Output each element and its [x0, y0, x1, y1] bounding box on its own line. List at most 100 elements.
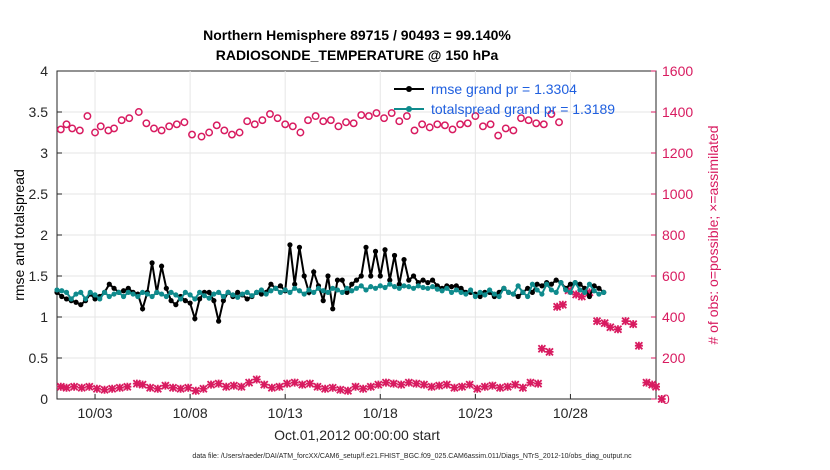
- y-left-tick-label: 2: [40, 227, 48, 243]
- legend-rmse-label: rmse grand pr = 1.3304: [431, 81, 577, 97]
- totalspread-point: [178, 296, 184, 302]
- legend-rmse-marker: [406, 86, 412, 92]
- rmse-point: [410, 273, 417, 279]
- y-right-tick-label: 1200: [662, 145, 693, 161]
- totalspread-point: [201, 293, 207, 299]
- rmse-point: [277, 283, 284, 289]
- obs-possible-point: [296, 128, 305, 137]
- obs-assimilated-point: [419, 380, 429, 389]
- y-left-tick-label: 3.5: [29, 104, 49, 120]
- rmse-point: [548, 281, 555, 287]
- y-right-tick-label: 200: [662, 350, 686, 366]
- totalspread-point: [558, 279, 564, 286]
- totalspread-point: [301, 291, 307, 297]
- rmse-point: [525, 285, 531, 291]
- obs-possible-point: [539, 120, 548, 129]
- obs-assimilated-point: [629, 320, 638, 329]
- totalspread-point: [106, 293, 112, 300]
- y-left-tick-label: 3: [40, 145, 48, 161]
- obs-assimilated-point: [651, 382, 661, 391]
- obs-possible-point: [134, 108, 143, 116]
- totalspread-point: [458, 289, 464, 295]
- obs-possible-point: [205, 128, 214, 137]
- y-left-tick-label: 4: [40, 63, 48, 79]
- totalspread-point: [372, 285, 379, 291]
- obs-possible-point: [425, 123, 434, 132]
- totalspread-point: [225, 289, 231, 295]
- obs-possible-point: [243, 117, 252, 126]
- totalspread-point: [510, 291, 516, 297]
- x-tick-label: 10/28: [553, 405, 588, 421]
- totalspread-point: [382, 284, 388, 291]
- obs-possible-point: [372, 109, 381, 117]
- obs-possible-point: [157, 126, 166, 135]
- y-right-tick-label: 1400: [662, 104, 693, 120]
- obs-assimilated-point: [389, 379, 398, 388]
- totalspread-point: [254, 289, 260, 295]
- obs-possible-point: [471, 112, 480, 121]
- legend: rmse grand pr = 1.3304 totalspread grand…: [394, 81, 615, 117]
- obs-assimilated-point: [495, 383, 505, 392]
- legend-totalspread-label: totalspread grand pr = 1.3189: [431, 101, 615, 117]
- totalspread-point: [116, 289, 122, 295]
- totalspread-point: [591, 288, 597, 294]
- rmse-point: [425, 279, 431, 286]
- totalspread-point: [149, 293, 155, 300]
- obs-assimilated-point: [518, 383, 528, 392]
- totalspread-point: [472, 293, 478, 300]
- obs-assimilated-point: [600, 319, 609, 328]
- obs-assimilated-point: [282, 379, 292, 388]
- obs-assimilated-point: [621, 316, 630, 326]
- rmse-point: [244, 296, 250, 302]
- obs-possible-point: [555, 118, 563, 127]
- totalspread-point: [358, 283, 364, 289]
- rmse-point: [320, 298, 326, 304]
- totalspread-point: [548, 287, 555, 293]
- totalspread-point: [282, 287, 288, 293]
- rmse-point: [406, 277, 412, 283]
- obs-assimilated-point: [634, 341, 644, 350]
- obs-possible-point: [227, 130, 236, 139]
- rmse-point: [182, 298, 188, 304]
- totalspread-point: [168, 289, 174, 295]
- rmse-point: [325, 273, 331, 279]
- totalspread-point: [425, 285, 431, 291]
- totalspread-point: [296, 288, 303, 294]
- totalspread-point: [349, 288, 355, 294]
- totalspread-point: [534, 287, 540, 293]
- obs-assimilated-point: [457, 382, 467, 391]
- obs-possible-point: [342, 118, 350, 127]
- totalspread-point: [334, 287, 341, 293]
- totalspread-point: [410, 285, 417, 291]
- obs-possible-point: [172, 120, 181, 129]
- rmse-point: [268, 281, 274, 287]
- obs-assimilated-point: [290, 378, 299, 387]
- rmse-point: [63, 296, 70, 302]
- y-left-tick-label: 0.5: [29, 350, 49, 366]
- rmse-point: [192, 316, 198, 322]
- totalspread-point: [453, 287, 459, 293]
- totalspread-point: [216, 289, 222, 295]
- totalspread-point: [496, 293, 502, 300]
- rmse-point: [311, 269, 317, 275]
- totalspread-point: [287, 289, 293, 295]
- obs-assimilated-point: [222, 382, 231, 391]
- obs-assimilated-point: [214, 379, 223, 388]
- totalspread-point: [197, 289, 203, 295]
- rmse-point: [358, 273, 364, 279]
- x-tick-label: 10/18: [363, 405, 398, 421]
- obs-possible-point: [517, 114, 525, 123]
- totalspread-point: [567, 289, 574, 295]
- y-right-tick-label: 600: [662, 268, 686, 284]
- obs-possible-point: [501, 124, 510, 133]
- totalspread-point: [182, 289, 188, 295]
- obs-possible-point: [357, 111, 366, 120]
- obs-assimilated-point: [435, 381, 444, 390]
- obs-possible-point: [62, 120, 71, 129]
- obs-assimilated-point: [56, 382, 65, 391]
- obs-possible-point: [479, 122, 487, 131]
- totalspread-point: [258, 287, 265, 293]
- totalspread-point: [353, 285, 360, 291]
- rmse-point: [586, 293, 593, 300]
- obs-possible-point: [110, 124, 118, 133]
